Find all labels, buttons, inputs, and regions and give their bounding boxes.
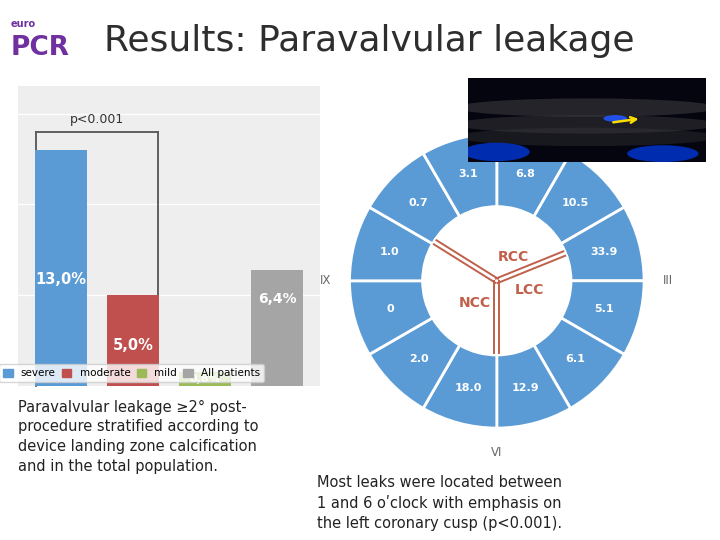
Wedge shape [349, 207, 433, 281]
Text: 2.0: 2.0 [409, 354, 428, 364]
Text: VI: VI [491, 446, 503, 458]
Ellipse shape [456, 127, 717, 146]
Text: 6.1: 6.1 [565, 354, 585, 364]
Text: XII: XII [490, 103, 504, 116]
Bar [35, 150, 87, 386]
Text: NCC: NCC [459, 295, 491, 309]
Bar [251, 270, 303, 386]
Ellipse shape [456, 115, 717, 133]
Wedge shape [561, 281, 644, 354]
Text: p<0.001: p<0.001 [70, 113, 125, 126]
Wedge shape [561, 207, 644, 281]
Wedge shape [497, 345, 570, 428]
Text: III: III [663, 274, 673, 287]
Text: 10.5: 10.5 [562, 198, 589, 207]
Wedge shape [497, 133, 570, 217]
Wedge shape [369, 153, 459, 244]
Text: LCC: LCC [515, 282, 544, 296]
Wedge shape [534, 153, 624, 244]
Text: 6.8: 6.8 [516, 169, 536, 179]
Text: Most leaks were located between
1 and 6 oʹclock with emphasis on
the left corona: Most leaks were located between 1 and 6 … [317, 475, 562, 531]
Text: Results: Paravalvular leakage: Results: Paravalvular leakage [104, 24, 635, 58]
Wedge shape [534, 318, 624, 408]
Text: Paravalvular leakage ≥2° post-
procedure stratified according to
device landing : Paravalvular leakage ≥2° post- procedure… [18, 400, 258, 474]
Text: 12.9: 12.9 [512, 383, 539, 393]
Ellipse shape [463, 143, 530, 161]
Circle shape [423, 207, 571, 355]
Ellipse shape [603, 115, 627, 122]
Text: 0,8%: 0,8% [190, 374, 220, 384]
Bar [107, 295, 159, 386]
Text: 6,4%: 6,4% [258, 292, 297, 306]
Legend: severe, moderate, mild, All patients: severe, moderate, mild, All patients [0, 364, 264, 382]
Wedge shape [423, 345, 497, 428]
Wedge shape [369, 318, 459, 408]
Text: 3.1: 3.1 [459, 169, 478, 179]
Text: 0.7: 0.7 [409, 198, 428, 207]
Text: 33.9: 33.9 [590, 247, 618, 257]
Text: 13,0%: 13,0% [36, 272, 86, 287]
Ellipse shape [456, 98, 717, 117]
Text: 18.0: 18.0 [454, 383, 482, 393]
Text: euro: euro [11, 19, 36, 29]
Text: PCR: PCR [11, 35, 70, 61]
Text: RCC: RCC [498, 250, 528, 264]
Text: 1.0: 1.0 [380, 247, 400, 257]
Bar [179, 372, 231, 386]
Text: 5.1: 5.1 [594, 305, 613, 314]
Text: IX: IX [320, 274, 331, 287]
Wedge shape [423, 133, 497, 217]
Ellipse shape [627, 145, 698, 162]
Wedge shape [349, 281, 433, 354]
Text: 0: 0 [386, 305, 394, 314]
Text: 5,0%: 5,0% [113, 338, 153, 353]
